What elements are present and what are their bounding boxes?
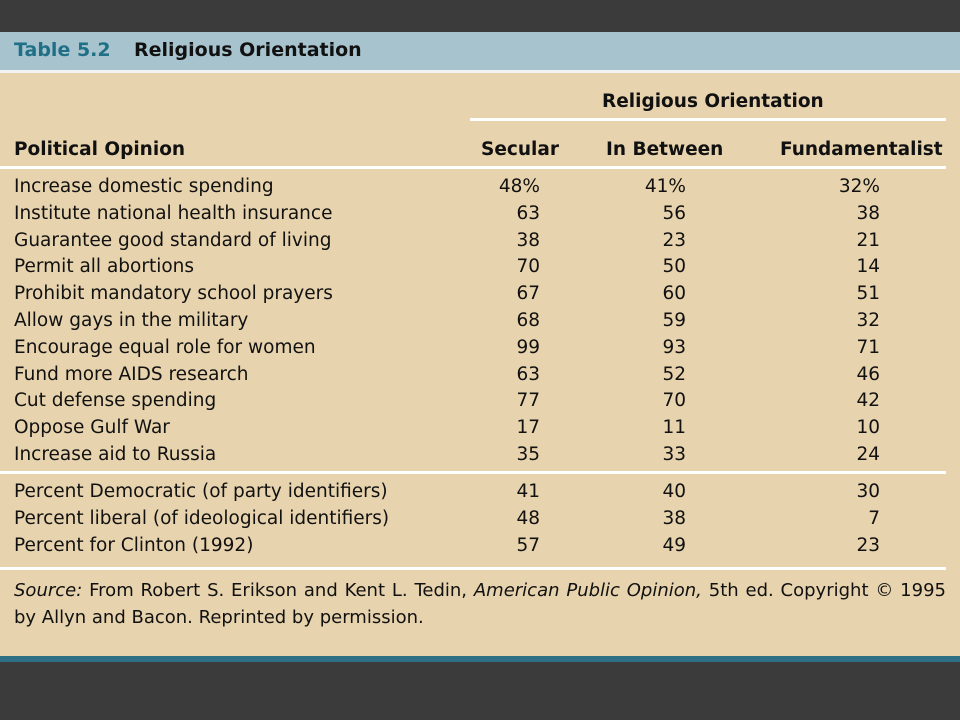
table-row-label: Increase domestic spending xyxy=(14,176,274,197)
table-row-value: 14 xyxy=(856,256,880,278)
slide: Table 5.2 Religious Orientation Religiou… xyxy=(0,32,960,662)
table-row-label: Prohibit mandatory school prayers xyxy=(14,283,333,305)
table-row-value: 63 xyxy=(516,363,540,385)
source-text-2: 5th ed. Copyright © 1995 by Allyn and Ba… xyxy=(14,580,946,628)
table-row-value: 67 xyxy=(516,283,540,305)
table-row-value: 41% xyxy=(644,176,686,197)
table-row-value: 59 xyxy=(662,310,686,331)
summary-row-value: 30 xyxy=(856,481,880,502)
table-row-label: Allow gays in the military xyxy=(14,310,249,331)
table-row-value: 71 xyxy=(856,336,880,358)
title-bar: Table 5.2 Religious Orientation xyxy=(0,32,960,73)
table-row-value: 48% xyxy=(498,176,540,197)
source-text-1: From Robert S. Erikson and Kent L. Tedin… xyxy=(82,580,474,601)
table-row-value: 99 xyxy=(516,336,540,358)
table-row-value: 38 xyxy=(856,202,880,224)
table-row-value: 11 xyxy=(662,417,686,439)
source-note: Source: From Robert S. Erikson and Kent … xyxy=(14,577,946,631)
table-row-value: 17 xyxy=(516,417,540,439)
summary-row-value: 41 xyxy=(516,481,540,502)
group-header: Religious Orientation xyxy=(602,91,824,112)
table-row-value: 32 xyxy=(856,310,880,331)
summary-row-value: 40 xyxy=(662,481,686,502)
table-row-value: 93 xyxy=(662,336,686,358)
table-row-value: 24 xyxy=(856,444,880,465)
table-row-value: 68 xyxy=(516,310,540,331)
summary-row-label: Percent Democratic (of party identifiers… xyxy=(14,481,388,502)
summary-row-label: Percent liberal (of ideological identifi… xyxy=(14,507,390,529)
summary-row-value: 49 xyxy=(662,534,686,556)
summary-row-value: 7 xyxy=(868,507,880,529)
top-dark-band xyxy=(0,0,960,32)
table-row-value: 51 xyxy=(856,283,880,305)
table-row-label: Cut defense spending xyxy=(14,390,217,412)
table-row-value: 50 xyxy=(662,256,686,278)
table-row-value: 60 xyxy=(662,283,686,305)
column-header-secular: Secular xyxy=(481,139,559,160)
summary-row-value: 38 xyxy=(662,507,686,529)
table-row-value: 56 xyxy=(662,202,686,224)
table-row-value: 23 xyxy=(662,229,686,251)
column-header-fundamentalist: Fundamentalist xyxy=(780,139,943,160)
column-header-in-between: In Between xyxy=(606,139,724,160)
table-row-value: 33 xyxy=(662,444,686,465)
table-number: Table 5.2 xyxy=(14,39,111,61)
header-rule xyxy=(0,166,946,169)
table-row-value: 70 xyxy=(516,256,540,278)
source-book-title: American Public Opinion, xyxy=(473,580,702,601)
table-title: Religious Orientation xyxy=(134,39,362,61)
bottom-accent-line xyxy=(0,656,960,662)
group-header-rule xyxy=(470,118,946,121)
table-row-label: Guarantee good standard of living xyxy=(14,229,332,251)
source-label: Source: xyxy=(14,580,83,601)
table-row-label: Encourage equal role for women xyxy=(14,336,316,358)
table-row-label: Increase aid to Russia xyxy=(14,444,217,465)
table-row-label: Permit all abortions xyxy=(14,256,195,278)
summary-row-value: 48 xyxy=(516,507,540,529)
table-row-value: 38 xyxy=(516,229,540,251)
table-row-value: 52 xyxy=(662,363,686,385)
table-row-value: 70 xyxy=(662,390,686,412)
table-row-label: Oppose Gulf War xyxy=(14,417,170,439)
table-row-value: 10 xyxy=(856,417,880,439)
table-row-value: 63 xyxy=(516,202,540,224)
summary-row-label: Percent for Clinton (1992) xyxy=(14,534,254,556)
table-row-value: 32% xyxy=(838,176,880,197)
table-row-label: Fund more AIDS research xyxy=(14,363,249,385)
summary-rule xyxy=(0,471,946,474)
summary-row-value: 57 xyxy=(516,534,540,556)
table-row-value: 21 xyxy=(856,229,880,251)
summary-row-value: 23 xyxy=(856,534,880,556)
table-row-value: 46 xyxy=(856,363,880,385)
source-rule xyxy=(0,567,946,570)
table-row-label: Institute national health insurance xyxy=(14,202,333,224)
table-row-value: 42 xyxy=(856,390,880,412)
table-row-value: 77 xyxy=(516,390,540,412)
table-row-value: 35 xyxy=(516,444,540,465)
row-header: Political Opinion xyxy=(14,139,186,160)
bottom-dark-band xyxy=(0,662,960,720)
